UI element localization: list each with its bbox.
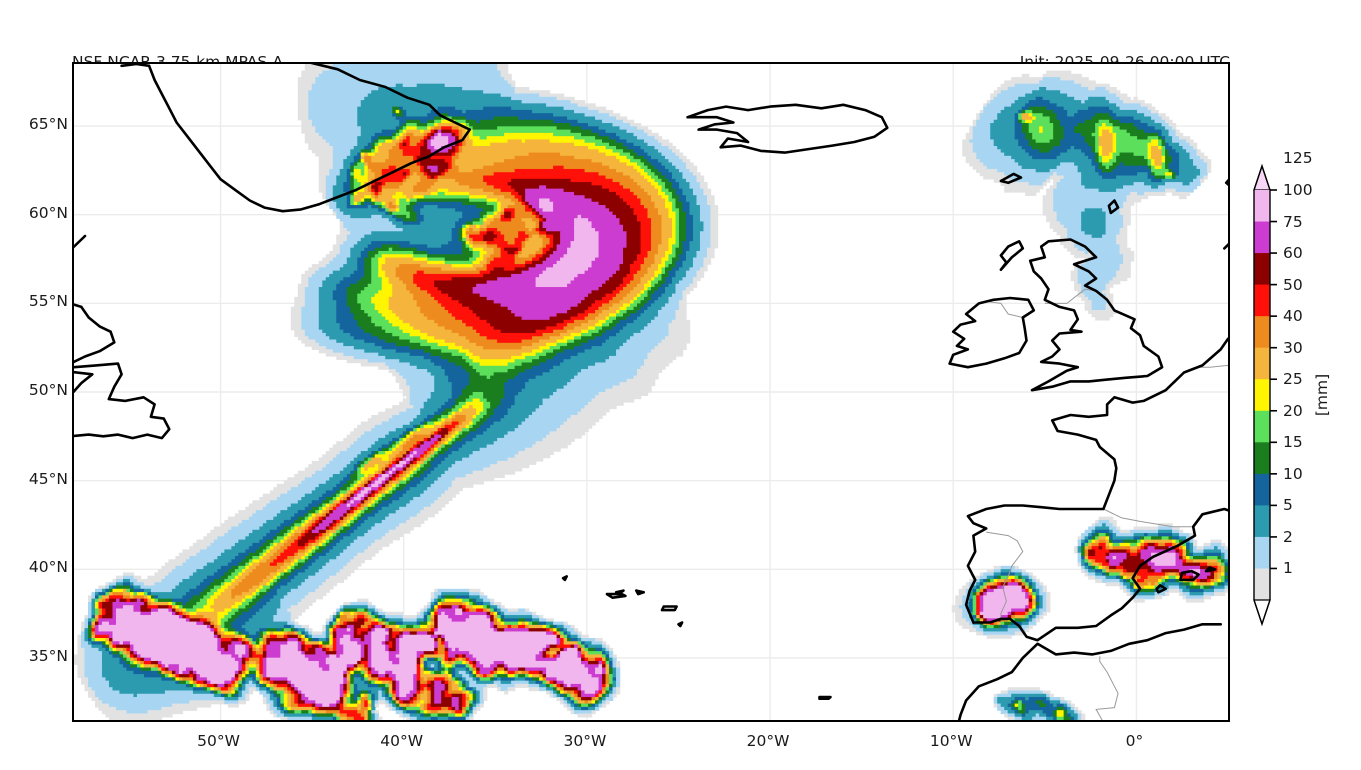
coastline-path (561, 575, 568, 582)
coastline-path (957, 623, 1222, 720)
colorbar-band (1254, 253, 1270, 286)
border-path (1103, 508, 1194, 528)
coastline-path (74, 362, 171, 440)
colorbar-band (1254, 410, 1270, 443)
coastline-path (1107, 199, 1120, 215)
colorbar-band (1254, 316, 1270, 349)
lon-tick-label: 10°W (929, 732, 973, 750)
coastline-path (999, 240, 1025, 271)
coastline-path (964, 337, 1228, 624)
lat-tick-label: 35°N (28, 646, 68, 665)
coastline-path (74, 305, 116, 364)
colorbar-outline (1253, 163, 1271, 627)
colorbar-gradient (1253, 163, 1277, 627)
lon-tick-label: 30°W (563, 732, 607, 750)
coastline-path (660, 605, 678, 612)
border-path (1095, 656, 1119, 720)
colorbar-band (1254, 190, 1270, 223)
lat-tick-label: 65°N (28, 115, 68, 134)
coastline-path (614, 589, 625, 596)
coastline-path (686, 103, 889, 154)
lon-tick-label: 20°W (746, 732, 790, 750)
colorbar-band (1254, 505, 1270, 538)
colorbar-tick-label: 50 (1283, 275, 1303, 294)
border-path (1044, 288, 1097, 304)
colorbar-tick-label: 75 (1283, 212, 1303, 231)
colorbar-tick-label: 15 (1283, 433, 1303, 452)
colorbar-band (1254, 347, 1270, 380)
colorbar-tick-label: 20 (1283, 401, 1303, 420)
colorbar-band (1254, 568, 1270, 601)
country-borders (986, 246, 1228, 720)
colorbar-tick-label: 1 (1283, 559, 1293, 578)
precipitation-contours (74, 64, 1228, 720)
coastline-path (818, 695, 832, 700)
lat-tick-label: 55°N (28, 292, 68, 311)
coastline-path (1155, 584, 1167, 594)
lat-tick-label: 45°N (28, 469, 68, 488)
colorbar-over-arrow (1253, 164, 1271, 191)
lon-tick-label: 40°W (380, 732, 424, 750)
colorbar-tick-label: 125 (1283, 149, 1313, 168)
colorbar-tick-label: 60 (1283, 244, 1303, 263)
colorbar-band (1254, 473, 1270, 506)
colorbar-tick-label: 30 (1283, 338, 1303, 357)
lat-tick-label: 60°N (28, 203, 68, 222)
colorbar-band (1254, 379, 1270, 412)
coastline-path (147, 64, 471, 213)
lon-tick-label: 0° (1125, 732, 1144, 750)
colorbar-band (1254, 442, 1270, 475)
border-path (1198, 364, 1228, 368)
colorbar-tick-label: 10 (1283, 464, 1303, 483)
border-path (987, 301, 1023, 318)
coastline-path (635, 589, 645, 596)
colorbar-band (1254, 284, 1270, 317)
coastline-path (948, 296, 1036, 369)
map-plot-area (72, 62, 1230, 722)
coastlines (74, 64, 1228, 720)
colorbar-under-arrow (1253, 599, 1271, 626)
coastline-path (999, 172, 1023, 185)
colorbar (1248, 160, 1288, 630)
coastline-path (1204, 566, 1217, 573)
precipitation-map (74, 64, 1228, 720)
colorbar-tick-label: 100 (1283, 181, 1313, 199)
lon-tick-label: 50°W (197, 732, 240, 750)
colorbar-tick-label: 25 (1283, 370, 1303, 389)
lat-tick-label: 40°N (28, 558, 68, 577)
coastline-path (1179, 569, 1200, 582)
lat-tick-label: 50°N (28, 381, 68, 399)
coastline-path (972, 507, 1228, 642)
coastline-path (605, 592, 627, 599)
colorbar-band (1254, 536, 1270, 570)
coastline-path (677, 621, 684, 628)
colorbar-band (1254, 221, 1270, 254)
coastline-path (1028, 238, 1164, 392)
colorbar-tick-label: 2 (1283, 527, 1293, 546)
colorbar-tick-label: 5 (1283, 496, 1293, 515)
coastline-path (120, 64, 151, 68)
border-path (986, 531, 1024, 619)
colorbar-unit-label: [mm] (1313, 373, 1331, 417)
colorbar-tick-label: 40 (1283, 307, 1303, 326)
